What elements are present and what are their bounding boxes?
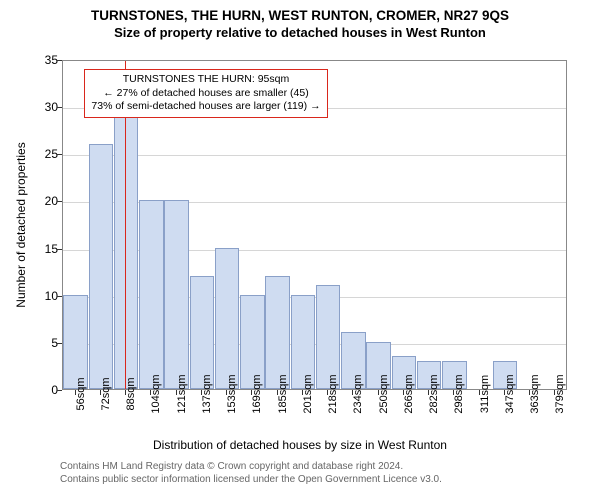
- footer-line-2: Contains public sector information licen…: [60, 473, 442, 486]
- y-tick-label: 30: [45, 100, 58, 114]
- y-tick-mark: [57, 154, 62, 155]
- x-tick-mark: [176, 390, 177, 395]
- x-tick-mark: [302, 390, 303, 395]
- y-tick-label: 10: [45, 289, 58, 303]
- x-tick-label: 137sqm: [201, 374, 213, 413]
- x-tick-label: 72sqm: [100, 377, 112, 410]
- x-tick-mark: [75, 390, 76, 395]
- y-tick-label: 35: [45, 53, 58, 67]
- x-tick-label: 266sqm: [403, 374, 415, 413]
- footer: Contains HM Land Registry data © Crown c…: [60, 460, 442, 486]
- x-tick-label: 234sqm: [352, 374, 364, 413]
- plot-area: TURNSTONES THE HURN: 95sqm← 27% of detac…: [62, 60, 567, 390]
- x-tick-label: 153sqm: [226, 374, 238, 413]
- y-tick-mark: [57, 107, 62, 108]
- x-tick-label: 218sqm: [327, 374, 339, 413]
- y-tick-label: 20: [45, 194, 58, 208]
- x-tick-mark: [529, 390, 530, 395]
- x-tick-label: 56sqm: [75, 377, 87, 410]
- bar: [265, 276, 290, 389]
- x-tick-mark: [554, 390, 555, 395]
- x-tick-mark: [428, 390, 429, 395]
- x-tick-mark: [378, 390, 379, 395]
- annotation-line: TURNSTONES THE HURN: 95sqm: [91, 73, 320, 87]
- x-axis-label: Distribution of detached houses by size …: [0, 438, 600, 452]
- x-tick-label: 363sqm: [529, 374, 541, 413]
- x-tick-label: 185sqm: [277, 374, 289, 413]
- x-tick-mark: [150, 390, 151, 395]
- y-tick-mark: [57, 249, 62, 250]
- x-tick-mark: [277, 390, 278, 395]
- x-tick-mark: [403, 390, 404, 395]
- x-tick-mark: [125, 390, 126, 395]
- x-tick-label: 311sqm: [479, 375, 491, 413]
- x-tick-label: 88sqm: [125, 377, 137, 410]
- x-tick-mark: [100, 390, 101, 395]
- y-tick-mark: [57, 296, 62, 297]
- bar: [190, 276, 215, 389]
- x-tick-label: 298sqm: [453, 374, 465, 413]
- annotation-line: 73% of semi-detached houses are larger (…: [91, 100, 320, 114]
- footer-line-1: Contains HM Land Registry data © Crown c…: [60, 460, 442, 473]
- y-tick-mark: [57, 201, 62, 202]
- y-tick-label: 15: [45, 242, 58, 256]
- y-tick-mark: [57, 390, 62, 391]
- x-tick-mark: [504, 390, 505, 395]
- y-tick-mark: [57, 60, 62, 61]
- chart-title: TURNSTONES, THE HURN, WEST RUNTON, CROME…: [0, 0, 600, 23]
- bar: [89, 144, 114, 389]
- y-axis-label: Number of detached properties: [14, 142, 28, 307]
- x-tick-label: 250sqm: [378, 374, 390, 413]
- x-tick-mark: [352, 390, 353, 395]
- x-tick-label: 104sqm: [150, 374, 162, 413]
- x-tick-mark: [226, 390, 227, 395]
- bar: [63, 295, 88, 389]
- x-tick-mark: [251, 390, 252, 395]
- y-tick-mark: [57, 343, 62, 344]
- bar: [215, 248, 240, 389]
- x-tick-label: 201sqm: [302, 374, 314, 413]
- x-tick-mark: [479, 390, 480, 395]
- bar: [139, 200, 164, 389]
- annotation-box: TURNSTONES THE HURN: 95sqm← 27% of detac…: [84, 69, 327, 118]
- annotation-line: ← 27% of detached houses are smaller (45…: [91, 87, 320, 101]
- x-tick-label: 282sqm: [428, 374, 440, 413]
- y-tick-label: 25: [45, 147, 58, 161]
- chart-container: TURNSTONES, THE HURN, WEST RUNTON, CROME…: [0, 0, 600, 500]
- bar: [164, 200, 189, 389]
- chart-subtitle: Size of property relative to detached ho…: [0, 23, 600, 40]
- x-tick-label: 379sqm: [554, 374, 566, 413]
- x-tick-label: 169sqm: [251, 374, 263, 413]
- x-tick-mark: [327, 390, 328, 395]
- bar: [114, 106, 139, 389]
- x-tick-label: 347sqm: [504, 374, 516, 413]
- x-tick-mark: [201, 390, 202, 395]
- x-tick-mark: [453, 390, 454, 395]
- x-tick-label: 121sqm: [176, 374, 188, 413]
